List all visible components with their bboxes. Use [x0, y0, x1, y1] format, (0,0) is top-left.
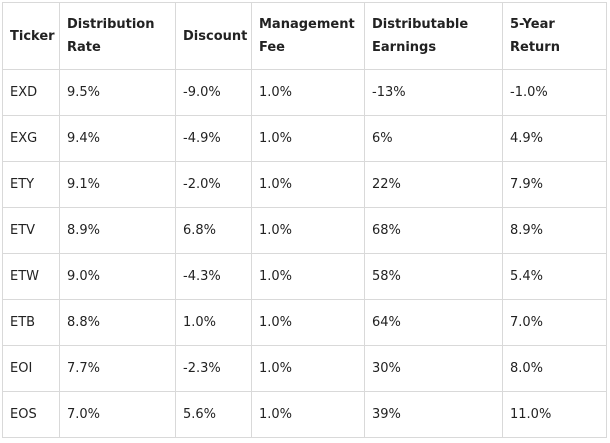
header-distribution-rate-line1: Distribution: [67, 17, 155, 32]
fund-comparison-table: Ticker Distribution Rate Discount Manage…: [2, 2, 607, 438]
table-row: EXG 9.4% -4.9% 1.0% 6% 4.9%: [2, 115, 607, 162]
cell-ticker: EXD: [2, 69, 60, 116]
cell-distribution-rate: 7.0%: [59, 391, 176, 438]
cell-management-fee: 1.0%: [251, 69, 365, 116]
table-row: ETV 8.9% 6.8% 1.0% 68% 8.9%: [2, 207, 607, 254]
header-ticker: Ticker: [2, 2, 60, 70]
header-5-year-return-line2: Return: [510, 40, 560, 55]
cell-discount: -4.9%: [175, 115, 252, 162]
header-management-fee: Management Fee: [251, 2, 365, 70]
header-management-fee-line1: Management: [259, 17, 355, 32]
cell-management-fee: 1.0%: [251, 299, 365, 346]
table-row: EOS 7.0% 5.6% 1.0% 39% 11.0%: [2, 391, 607, 438]
cell-management-fee: 1.0%: [251, 115, 365, 162]
table-row: EOI 7.7% -2.3% 1.0% 30% 8.0%: [2, 345, 607, 392]
cell-discount: -2.3%: [175, 345, 252, 392]
cell-distribution-rate: 7.7%: [59, 345, 176, 392]
cell-discount: -9.0%: [175, 69, 252, 116]
cell-ticker: ETB: [2, 299, 60, 346]
cell-distributable-earnings: 64%: [364, 299, 503, 346]
cell-5-year-return: 7.9%: [502, 161, 607, 208]
cell-5-year-return: 4.9%: [502, 115, 607, 162]
header-ticker-line1: Ticker: [10, 28, 55, 44]
cell-distribution-rate: 9.1%: [59, 161, 176, 208]
cell-5-year-return: 8.9%: [502, 207, 607, 254]
table-row: ETW 9.0% -4.3% 1.0% 58% 5.4%: [2, 253, 607, 300]
cell-distribution-rate: 9.0%: [59, 253, 176, 300]
header-5-year-return: 5-Year Return: [502, 2, 607, 70]
cell-5-year-return: 5.4%: [502, 253, 607, 300]
cell-distribution-rate: 9.5%: [59, 69, 176, 116]
header-distribution-rate: Distribution Rate: [59, 2, 176, 70]
cell-ticker: ETY: [2, 161, 60, 208]
cell-distributable-earnings: 22%: [364, 161, 503, 208]
header-distributable-earnings-line1: Distributable: [372, 17, 469, 32]
cell-distribution-rate: 8.8%: [59, 299, 176, 346]
header-management-fee-line2: Fee: [259, 40, 285, 55]
header-distributable-earnings: Distributable Earnings: [364, 2, 503, 70]
header-discount: Discount: [175, 2, 252, 70]
cell-distribution-rate: 8.9%: [59, 207, 176, 254]
cell-distributable-earnings: -13%: [364, 69, 503, 116]
cell-management-fee: 1.0%: [251, 253, 365, 300]
cell-ticker: ETW: [2, 253, 60, 300]
cell-distributable-earnings: 58%: [364, 253, 503, 300]
cell-5-year-return: 11.0%: [502, 391, 607, 438]
header-distributable-earnings-line2: Earnings: [372, 40, 437, 55]
cell-5-year-return: 8.0%: [502, 345, 607, 392]
cell-management-fee: 1.0%: [251, 345, 365, 392]
header-row: Ticker Distribution Rate Discount Manage…: [2, 2, 607, 70]
cell-management-fee: 1.0%: [251, 161, 365, 208]
cell-distributable-earnings: 6%: [364, 115, 503, 162]
cell-discount: 5.6%: [175, 391, 252, 438]
cell-distribution-rate: 9.4%: [59, 115, 176, 162]
cell-ticker: EOI: [2, 345, 60, 392]
cell-distributable-earnings: 68%: [364, 207, 503, 254]
header-discount-line1: Discount: [183, 28, 248, 44]
cell-ticker: EXG: [2, 115, 60, 162]
cell-5-year-return: 7.0%: [502, 299, 607, 346]
cell-5-year-return: -1.0%: [502, 69, 607, 116]
header-distribution-rate-line2: Rate: [67, 40, 101, 55]
table-row: ETB 8.8% 1.0% 1.0% 64% 7.0%: [2, 299, 607, 346]
table-row: EXD 9.5% -9.0% 1.0% -13% -1.0%: [2, 69, 607, 116]
cell-discount: 6.8%: [175, 207, 252, 254]
cell-discount: -4.3%: [175, 253, 252, 300]
cell-discount: -2.0%: [175, 161, 252, 208]
table-header: Ticker Distribution Rate Discount Manage…: [2, 2, 607, 70]
cell-ticker: EOS: [2, 391, 60, 438]
table-row: ETY 9.1% -2.0% 1.0% 22% 7.9%: [2, 161, 607, 208]
table-body: EXD 9.5% -9.0% 1.0% -13% -1.0% EXG 9.4% …: [2, 69, 607, 438]
cell-discount: 1.0%: [175, 299, 252, 346]
cell-ticker: ETV: [2, 207, 60, 254]
cell-distributable-earnings: 39%: [364, 391, 503, 438]
header-5-year-return-line1: 5-Year: [510, 17, 555, 32]
cell-distributable-earnings: 30%: [364, 345, 503, 392]
cell-management-fee: 1.0%: [251, 207, 365, 254]
cell-management-fee: 1.0%: [251, 391, 365, 438]
